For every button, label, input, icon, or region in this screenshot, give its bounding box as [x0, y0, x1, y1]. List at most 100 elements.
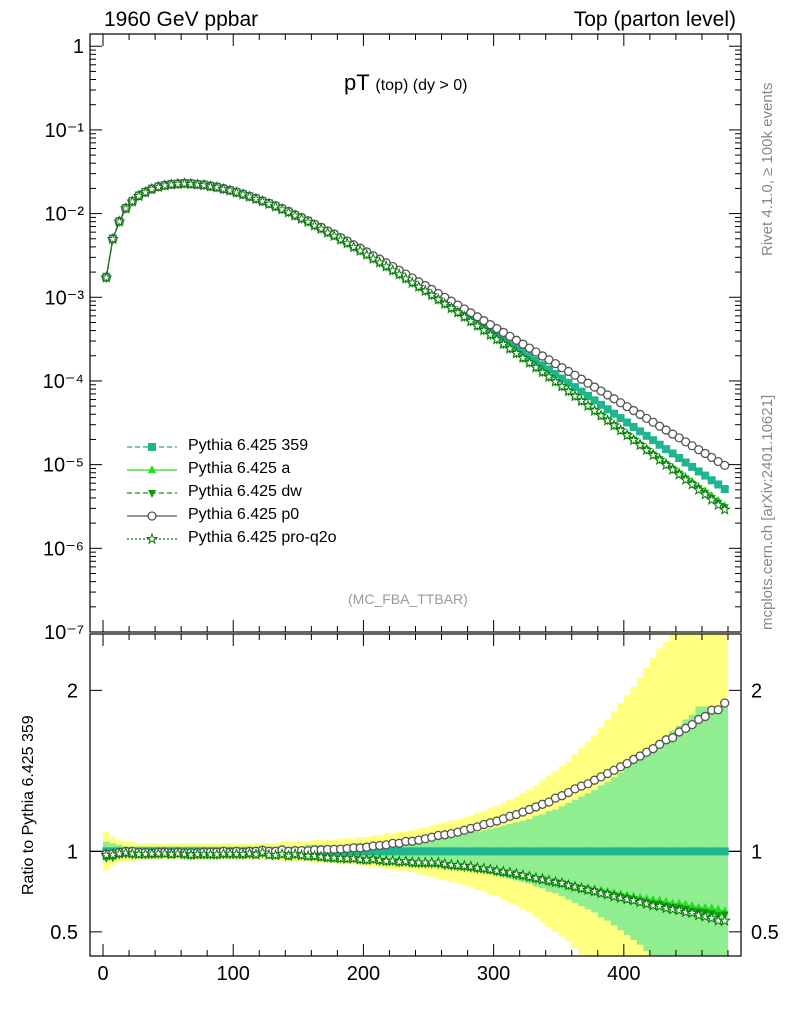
point-p359 — [531, 356, 540, 365]
ratio-point-p359 — [395, 847, 404, 856]
series-proq2o-ratio — [100, 845, 731, 927]
point-proq2o — [393, 268, 406, 280]
point-proq2o — [100, 271, 113, 283]
ratio-band-stat — [103, 706, 728, 956]
ratio-point-proq2o — [562, 878, 575, 891]
point-p359 — [688, 462, 697, 471]
ratio-point-proq2o — [614, 891, 627, 904]
ratio-point-p359 — [681, 847, 690, 856]
point-p359 — [649, 436, 658, 445]
ratio-point-proq2o — [549, 875, 562, 888]
legend-symbol-dw — [127, 490, 177, 498]
analysis-label: (MC_FBA_TTBAR) — [348, 591, 468, 607]
ratio-point-p359 — [584, 847, 593, 856]
point-proq2o — [640, 443, 653, 456]
ratio-point-p359 — [616, 847, 625, 856]
legend-entry-dw: Pythia 6.425 dw — [188, 483, 302, 500]
point-proq2o — [419, 284, 432, 297]
series-proq2o-main — [100, 177, 731, 515]
ratio-point-p359 — [421, 847, 430, 856]
ratio-point-proq2o — [171, 846, 185, 859]
point-proq2o — [406, 276, 419, 289]
x-tick-label: 300 — [477, 963, 510, 985]
ratio-point-p359 — [603, 847, 612, 856]
point-proq2o — [334, 233, 347, 246]
ratio-point-proq2o — [484, 862, 497, 875]
point-proq2o — [542, 370, 556, 383]
point-proq2o — [633, 438, 647, 451]
point-proq2o — [464, 314, 478, 327]
ratio-point-proq2o — [275, 847, 289, 860]
ratio-point-a — [688, 901, 697, 910]
point-p359 — [603, 405, 612, 414]
series-a-main — [102, 178, 729, 510]
point-p0 — [635, 409, 645, 420]
ratio-point-p359 — [629, 847, 638, 856]
ratio-point-proq2o — [523, 870, 536, 883]
ratio-point-proq2o — [718, 914, 731, 927]
point-proq2o — [523, 356, 536, 369]
ratio-point-p359 — [518, 847, 527, 856]
point-proq2o — [432, 293, 445, 305]
ratio-y-tick-label-right: 1 — [751, 841, 762, 863]
point-proq2o — [197, 178, 211, 191]
ratio-point-p359 — [642, 847, 651, 856]
point-proq2o — [139, 185, 152, 198]
ratio-point-p359 — [655, 847, 664, 856]
point-proq2o — [132, 189, 146, 202]
ratio-point-proq2o — [575, 881, 588, 894]
ratio-point-proq2o — [588, 884, 601, 897]
legend-entry-p0: Pythia 6.425 p0 — [188, 506, 300, 523]
point-proq2o — [581, 399, 595, 412]
plot-title-sub: (top) (dy > 0) — [375, 77, 468, 94]
ratio-point-proq2o — [679, 905, 692, 918]
ratio-point-proq2o — [178, 847, 191, 860]
point-proq2o — [262, 197, 276, 210]
ratio-point-p0 — [720, 698, 730, 708]
point-proq2o — [458, 310, 471, 323]
point-proq2o — [672, 468, 686, 480]
x-tick-label: 0 — [97, 963, 108, 985]
point-proq2o — [425, 288, 438, 301]
point-p359 — [629, 422, 638, 431]
point-p359 — [597, 400, 606, 409]
ratio-point-p359 — [610, 847, 619, 856]
ratio-point-proq2o — [555, 876, 569, 889]
point-p359 — [610, 409, 619, 418]
ratio-point-proq2o — [386, 854, 399, 867]
ratio-point-p359 — [636, 847, 645, 856]
main-y-tick-label: 10⁻³ — [45, 287, 85, 309]
point-p359 — [642, 431, 651, 440]
ratio-point-proq2o — [516, 868, 530, 881]
point-p359 — [668, 449, 677, 458]
plot-title: pT (top) (dy > 0) — [344, 70, 467, 96]
ratio-point-proq2o — [158, 847, 172, 859]
main-y-tick-label: 10⁻² — [45, 204, 85, 226]
ratio-point-p359 — [538, 847, 547, 856]
point-proq2o — [529, 360, 543, 373]
ratio-point-p359 — [570, 847, 579, 856]
ratio-point-p359 — [505, 847, 514, 856]
ratio-point-proq2o — [536, 873, 549, 885]
series-dw-main — [102, 180, 729, 513]
point-proq2o — [360, 248, 373, 261]
ratio-point-proq2o — [295, 848, 308, 861]
point-proq2o — [536, 365, 549, 378]
ratio-point-p359 — [668, 847, 677, 856]
point-proq2o — [243, 190, 256, 203]
ratio-point-proq2o — [653, 899, 666, 912]
ratio-point-proq2o — [458, 859, 471, 872]
ratio-point-proq2o — [666, 902, 679, 915]
point-p359 — [544, 365, 553, 374]
ratio-point-p359 — [551, 847, 560, 856]
point-p359 — [694, 467, 703, 476]
point-p359 — [681, 458, 690, 467]
ratio-point-p0 — [622, 758, 632, 769]
ratio-point-p359 — [427, 847, 436, 856]
point-proq2o — [217, 182, 230, 195]
point-proq2o — [555, 379, 569, 392]
ratio-point-p359 — [388, 847, 397, 856]
point-proq2o — [191, 178, 204, 190]
point-proq2o — [588, 404, 601, 417]
point-proq2o — [275, 202, 289, 215]
